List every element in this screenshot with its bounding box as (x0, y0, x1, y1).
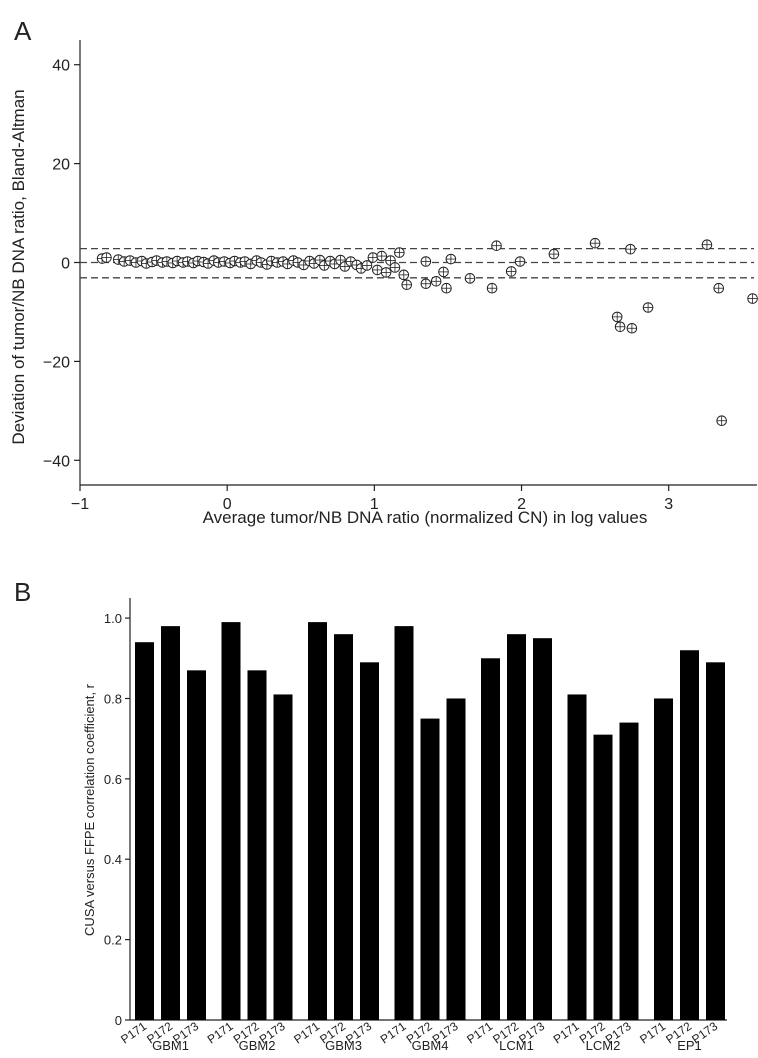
panel-b-category-label: P171 (378, 1019, 409, 1047)
panel-a-x-tick-label: −1 (71, 496, 89, 513)
panel-a-data-point (398, 269, 410, 281)
panel-a-x-axis-title: Average tumor/NB DNA ratio (normalized C… (203, 508, 648, 527)
panel-a-data-point (445, 253, 457, 265)
panel-a-scatter-chart: −40 −20 0 20 40 −1 0 1 2 3 Average tumor/NB DNA r… (9, 40, 758, 527)
panel-a-y-tick-label: −40 (43, 453, 70, 470)
panel-b-category-label: P171 (205, 1019, 236, 1047)
panel-a-x-tick-label: 1 (370, 496, 379, 513)
panel-a-data-point (438, 266, 449, 278)
panel-b-group-label: EP1 (677, 1038, 702, 1053)
panel-a-data-point (367, 252, 379, 263)
panel-b-y-tick-label: 0 (115, 1013, 122, 1028)
panel-b-bars (135, 622, 725, 1020)
panel-a-data-point (430, 275, 442, 287)
panel-a-data-point (701, 239, 713, 250)
panel-b-bar (481, 658, 500, 1020)
panel-b-bar (221, 622, 241, 1020)
panel-b-y-tick-label: 0.2 (104, 933, 122, 948)
panel-a-data-point (361, 260, 373, 271)
panel-a-data-point (716, 415, 727, 427)
panel-b-group-label: GBM1 (152, 1038, 189, 1053)
panel-a-y-tick-label: 0 (61, 256, 70, 273)
panel-a-data-point (548, 248, 560, 260)
panel-b-bar (706, 662, 725, 1020)
panel-a-data-point (376, 250, 388, 262)
panel-a-data-point (514, 256, 526, 267)
panel-b-group-label: GBM2 (239, 1038, 276, 1053)
panel-a-data-point (380, 267, 392, 278)
panel-b-bar (680, 650, 699, 1020)
panel-b-category-label: P171 (118, 1019, 149, 1047)
panel-b-bar (507, 634, 526, 1020)
panel-a-data-point (420, 256, 432, 267)
panel-a-data-point (625, 243, 636, 255)
panel-b-category-label: P171 (291, 1019, 322, 1047)
panel-a-data-point (747, 293, 758, 304)
panel-a-axes: −40 −20 0 20 40 −1 0 1 2 3 (43, 40, 757, 513)
panel-a-data-point (589, 237, 601, 249)
panel-b-bar (308, 622, 327, 1020)
panel-b-bar (161, 626, 180, 1020)
panel-b-group-label: GBM3 (325, 1038, 362, 1053)
panel-b-group-labels: GBM1 GBM2 GBM3 GBM4 LCM1 LCM2 EP1 (152, 1038, 702, 1053)
panel-a-data-point (642, 302, 654, 313)
panel-a-data-point (611, 311, 623, 323)
panel-b-bar (273, 694, 293, 1020)
panel-a-data-point (713, 282, 725, 294)
panel-a-data-point (394, 247, 405, 258)
panel-a-data-point (614, 321, 626, 333)
panel-b-category-label: P171 (637, 1019, 668, 1047)
panel-a-data-point (464, 273, 476, 284)
panel-b-category-label: P171 (551, 1019, 582, 1047)
panel-a-data-point (389, 262, 401, 273)
panel-b-letter: B (14, 577, 31, 607)
panel-b-bar (187, 670, 206, 1020)
panel-b-category-label: P171 (464, 1019, 495, 1047)
panel-b-bar (247, 670, 267, 1020)
panel-a-y-tick-label: −20 (43, 354, 70, 371)
panel-b-bar (654, 698, 673, 1020)
panel-b-group-label: GBM4 (412, 1038, 449, 1053)
panel-b-bar (567, 694, 587, 1020)
panel-b-bar (420, 718, 440, 1020)
panel-a-y-axis-title: Deviation of tumor/NB DNA ratio, Bland-A… (9, 89, 28, 444)
panel-b-y-tick-label: 0.8 (104, 691, 122, 706)
panel-a-y-tick-label: 40 (52, 58, 70, 75)
panel-b-bar (533, 638, 552, 1020)
panel-b-group-label: LCM2 (586, 1038, 621, 1053)
panel-a-data-point (101, 252, 112, 263)
panel-b-bar (334, 634, 353, 1020)
panel-a-points (96, 237, 758, 427)
panel-a-data-point (401, 279, 413, 291)
panel-b-bar (394, 626, 414, 1020)
panel-a-data-point (491, 240, 502, 251)
panel-b-bar (360, 662, 379, 1020)
panel-a-y-tick-label: 20 (52, 157, 70, 174)
panel-b-bar (135, 642, 154, 1020)
panel-a-data-point (486, 282, 498, 294)
panel-b-bar (619, 722, 639, 1020)
panel-b-y-tick-label: 0.6 (104, 772, 122, 787)
panel-b-bar (593, 734, 613, 1020)
panel-a-data-point (626, 322, 638, 334)
panel-a-data-point (420, 278, 432, 290)
panel-a-data-point (505, 266, 517, 277)
panel-a-x-tick-label: 2 (517, 496, 526, 513)
panel-b-group-label: LCM1 (499, 1038, 534, 1053)
panel-b-y-axis-title: CUSA versus FFPE correlation coefficient… (82, 683, 97, 936)
panel-a-letter: A (14, 16, 32, 46)
panel-a-x-tick-label: 3 (664, 496, 673, 513)
panel-a-data-point (441, 282, 452, 294)
panel-a-x-tick-label: 0 (223, 496, 232, 513)
panel-b-y-tick-label: 0.4 (104, 852, 122, 867)
panel-a-data-point (371, 264, 383, 276)
panel-b-bar (446, 698, 466, 1020)
panel-b-y-tick-label: 1.0 (104, 611, 122, 626)
